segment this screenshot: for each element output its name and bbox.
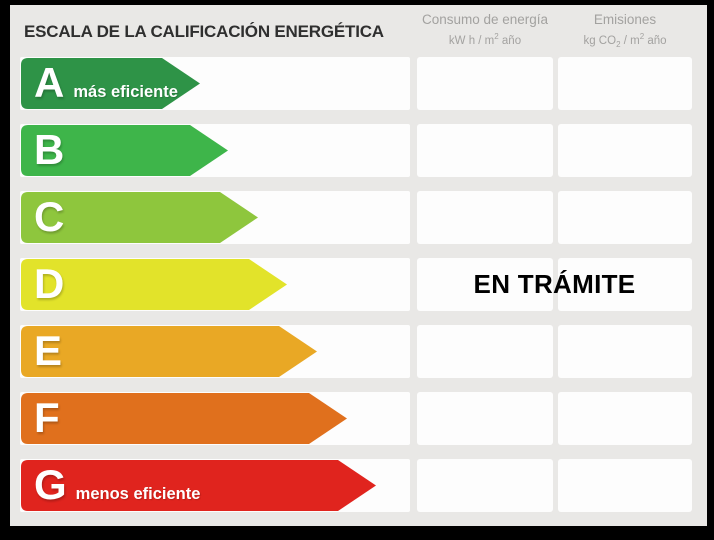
rating-letter: E	[34, 327, 63, 374]
rating-letter: B	[34, 126, 65, 173]
rating-arrow: B	[21, 125, 228, 176]
arrow-shape	[21, 393, 347, 444]
consumption-value-cell	[417, 258, 553, 311]
rating-row: A más eficiente	[10, 57, 707, 110]
emissions-value-cell	[558, 191, 692, 244]
emissions-value-cell	[558, 392, 692, 445]
consumption-unit: kW h / m2 año	[448, 32, 522, 47]
consumption-value-cell	[417, 459, 553, 512]
arrow-shape	[21, 192, 258, 243]
column-header-consumption: Consumo de energía kW h / m2 año	[417, 12, 553, 47]
consumption-value-cell	[417, 124, 553, 177]
consumption-value-cell	[417, 325, 553, 378]
rating-arrow: C	[21, 192, 258, 243]
arrow-shape	[21, 58, 200, 109]
rating-efficiency-label: más eficiente	[73, 83, 178, 101]
consumption-label: Consumo de energía	[421, 12, 549, 27]
rating-letter: C	[34, 193, 65, 240]
emissions-value-cell	[558, 124, 692, 177]
consumption-value-cell	[417, 191, 553, 244]
rating-arrow: F	[21, 393, 347, 444]
rating-row: C	[10, 191, 707, 244]
arrow-text: E	[34, 326, 62, 377]
rating-row: D	[10, 258, 707, 311]
emissions-label: Emisiones	[593, 12, 657, 27]
page-title: ESCALA DE LA CALIFICACIÓN ENERGÉTICA	[24, 22, 384, 41]
arrow-text: B	[34, 125, 64, 176]
rating-letter: F	[34, 394, 60, 441]
status-en-tramite: EN TRÁMITE	[473, 269, 636, 299]
rating-arrow: G menos eficiente	[21, 460, 376, 511]
emissions-value-cell	[558, 325, 692, 378]
consumption-value-cell	[417, 57, 553, 110]
emissions-unit: kg CO2 / m2 año	[583, 32, 667, 50]
arrow-text: D	[34, 259, 64, 310]
rating-arrow: E	[21, 326, 317, 377]
rating-letter: G	[34, 461, 67, 508]
arrow-shape	[21, 326, 317, 377]
rating-arrow: D	[21, 259, 287, 310]
rating-row: E	[10, 325, 707, 378]
column-header-emissions: Emisiones kg CO2 / m2 año	[558, 12, 692, 49]
arrow-text: F	[34, 393, 60, 444]
rating-arrow: A más eficiente	[21, 58, 200, 109]
arrow-shape	[21, 259, 287, 310]
arrow-shape	[21, 460, 376, 511]
emissions-value-cell	[558, 57, 692, 110]
rating-row: F	[10, 392, 707, 445]
certificate-background: ESCALA DE LA CALIFICACIÓN ENERGÉTICA Con…	[10, 5, 707, 526]
emissions-value-cell	[558, 459, 692, 512]
arrow-text: A más eficiente	[34, 58, 178, 109]
rating-row: B	[10, 124, 707, 177]
emissions-value-cell	[558, 258, 692, 311]
consumption-value-cell	[417, 392, 553, 445]
arrow-text: C	[34, 192, 64, 243]
arrow-text: G menos eficiente	[34, 460, 200, 511]
rating-letter: D	[34, 260, 65, 307]
arrow-shape	[21, 125, 228, 176]
rating-letter: A	[34, 59, 65, 106]
rating-efficiency-label: menos eficiente	[75, 485, 201, 503]
rating-row: G menos eficiente	[10, 459, 707, 512]
